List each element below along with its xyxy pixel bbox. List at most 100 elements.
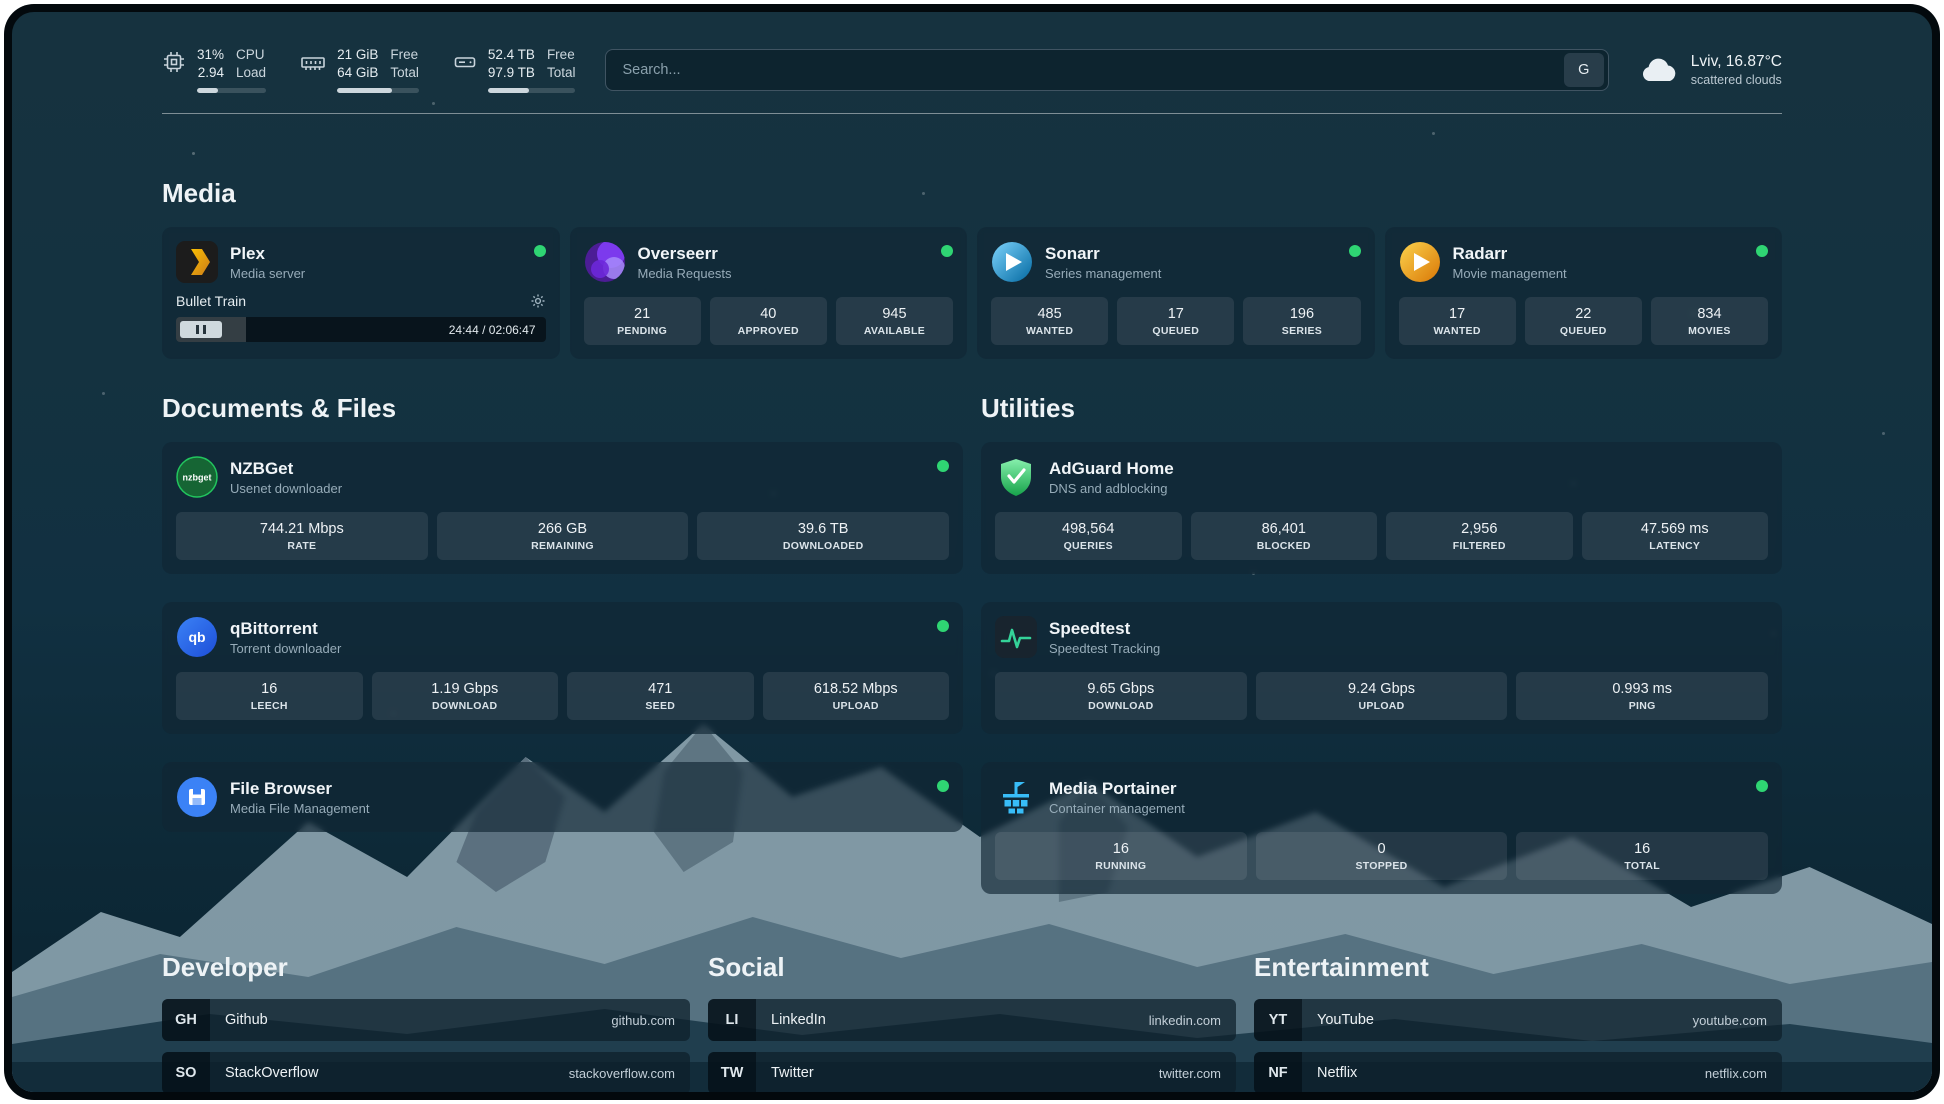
- memory-free-value: 21 GiB: [337, 47, 379, 62]
- service-subtitle: DNS and adblocking: [1049, 480, 1168, 496]
- service-name: qBittorrent: [230, 618, 318, 638]
- bookmark-stackoverflow[interactable]: SO StackOverflow stackoverflow.com: [162, 1052, 690, 1092]
- stat-leech: 16 LEECH: [176, 672, 363, 721]
- pause-button[interactable]: [180, 321, 222, 339]
- bookmark-github[interactable]: GH Github github.com: [162, 999, 690, 1042]
- weather-condition: scattered clouds: [1690, 72, 1782, 87]
- section-entertainment: Entertainment YT YouTube youtube.com NF …: [1254, 952, 1782, 1092]
- service-subtitle: Media server: [230, 265, 306, 281]
- stat-queries: 498,564 QUERIES: [995, 512, 1182, 561]
- service-card-filebrowser[interactable]: File Browser Media File Management: [162, 762, 963, 833]
- bookmark-url: youtube.com: [1692, 1012, 1767, 1028]
- service-card-plex[interactable]: Plex Media server Bullet Train: [162, 227, 560, 360]
- service-subtitle: Torrent downloader: [230, 640, 342, 656]
- playback-time: 24:44 / 02:06:47: [448, 322, 536, 337]
- dashboard-window: 31% 2.94 CPU Load: [4, 4, 1940, 1100]
- ram-icon: [300, 50, 326, 79]
- service-card-radarr[interactable]: Radarr Movie management 17 WANTED 2: [1384, 227, 1782, 360]
- search-bar: G: [605, 48, 1609, 91]
- weather-location: Lviv, 16.87°C: [1690, 52, 1782, 70]
- service-subtitle: Container management: [1049, 800, 1185, 816]
- cpu-load-value: 2.94: [197, 65, 225, 81]
- cpu-progress-track: [197, 88, 267, 94]
- search-engine-button[interactable]: G: [1563, 52, 1604, 87]
- stat-downloaded: 39.6 TB DOWNLOADED: [697, 512, 950, 561]
- service-subtitle: Media File Management: [230, 800, 370, 816]
- status-dot: [941, 245, 953, 258]
- disk-widget: 52.4 TB 97.9 TB Free Total: [453, 46, 576, 94]
- bookmark-url: linkedin.com: [1148, 1012, 1221, 1028]
- service-name: Overseerr: [637, 243, 718, 263]
- service-subtitle: Media Requests: [637, 265, 732, 281]
- service-subtitle: Series management: [1045, 265, 1162, 281]
- system-monitors: 31% 2.94 CPU Load: [162, 46, 576, 94]
- stat-movies: 834 MOVIES: [1650, 297, 1769, 346]
- service-name: Plex: [230, 243, 265, 263]
- stat-download: 9.65 Gbps DOWNLOAD: [995, 672, 1247, 721]
- disk-icon: [453, 50, 477, 79]
- status-dot: [1348, 245, 1361, 258]
- cpu-load-label: Load: [236, 65, 267, 81]
- search-input[interactable]: [606, 49, 1560, 90]
- section-utilities: Utilities: [981, 393, 1782, 895]
- stat-remaining: 266 GB REMAINING: [436, 512, 689, 561]
- plex-now-playing: Bullet Train: [176, 293, 546, 343]
- weather-widget: Lviv, 16.87°C scattered clouds: [1639, 53, 1782, 87]
- svg-text:qb: qb: [188, 629, 205, 645]
- svg-text:nzbget: nzbget: [183, 473, 212, 483]
- bookmark-netflix[interactable]: NF Netflix netflix.com: [1254, 1052, 1782, 1092]
- stat-approved: 40 APPROVED: [709, 297, 827, 346]
- status-dot: [937, 780, 949, 793]
- stat-blocked: 86,401 BLOCKED: [1190, 512, 1377, 561]
- service-card-speedtest[interactable]: Speedtest Speedtest Tracking 9.65 Gbps D…: [981, 602, 1782, 735]
- stat-available: 945 AVAILABLE: [835, 297, 954, 346]
- status-dot: [533, 245, 546, 258]
- bookmark-abbr: LI: [708, 999, 756, 1042]
- stat-upload: 618.52 Mbps UPLOAD: [762, 672, 949, 721]
- stat-stopped: 0 STOPPED: [1255, 832, 1508, 881]
- cloud-icon: [1639, 55, 1679, 85]
- service-card-portainer[interactable]: Media Portainer Container management 16 …: [981, 762, 1782, 895]
- bookmark-linkedin[interactable]: LI LinkedIn linkedin.com: [708, 999, 1236, 1042]
- bookmark-abbr: GH: [162, 999, 210, 1042]
- disk-free-value: 52.4 TB: [487, 47, 535, 62]
- stat-latency: 47.569 ms LATENCY: [1581, 512, 1768, 561]
- service-card-sonarr[interactable]: Sonarr Series management 485 WANTED: [977, 227, 1375, 360]
- stat-rate: 744.21 Mbps RATE: [176, 512, 428, 561]
- bookmark-youtube[interactable]: YT YouTube youtube.com: [1254, 999, 1782, 1042]
- service-subtitle: Movie management: [1452, 265, 1567, 281]
- memory-total-value: 64 GiB: [337, 65, 379, 81]
- stat-seed: 471 SEED: [567, 672, 754, 721]
- section-social: Social LI LinkedIn linkedin.com TW Twitt…: [708, 952, 1236, 1092]
- bookmark-twitter[interactable]: TW Twitter twitter.com: [708, 1052, 1236, 1092]
- service-card-overseerr[interactable]: Overseerr Media Requests 21 PENDING: [569, 227, 967, 360]
- cpu-widget: 31% 2.94 CPU Load: [162, 46, 267, 94]
- playback-bar[interactable]: 24:44 / 02:06:47: [176, 317, 546, 343]
- stat-wanted: 485 WANTED: [991, 297, 1109, 346]
- section-title-social: Social: [708, 952, 785, 983]
- section-title-utilities: Utilities: [981, 393, 1075, 424]
- service-subtitle: Speedtest Tracking: [1049, 640, 1161, 656]
- speedtest-pulse-icon: [995, 616, 1037, 659]
- stat-queued: 22 QUEUED: [1524, 297, 1642, 346]
- bookmark-url: stackoverflow.com: [568, 1065, 675, 1081]
- bookmark-url: github.com: [611, 1012, 675, 1028]
- service-card-qbittorrent[interactable]: qb qBittorrent Torrent downloader: [162, 602, 963, 735]
- service-name: Speedtest: [1049, 618, 1131, 638]
- section-title-media: Media: [162, 178, 236, 209]
- status-dot: [937, 620, 949, 633]
- sonarr-icon: [991, 241, 1033, 283]
- gear-icon[interactable]: [530, 293, 546, 309]
- service-card-nzbget[interactable]: nzbget NZBGet Usenet downloader: [162, 442, 963, 575]
- radarr-icon: [1399, 241, 1441, 283]
- service-name: NZBGet: [230, 458, 294, 478]
- filebrowser-icon: [176, 776, 218, 818]
- qbittorrent-icon: qb: [176, 616, 218, 658]
- stat-upload: 9.24 Gbps UPLOAD: [1255, 672, 1508, 721]
- bookmark-url: netflix.com: [1704, 1065, 1767, 1081]
- bookmark-abbr: TW: [708, 1052, 756, 1092]
- stat-queued: 17 QUEUED: [1117, 297, 1235, 346]
- section-documents: Documents & Files nzbget: [162, 393, 963, 894]
- service-card-adguard[interactable]: AdGuard Home DNS and adblocking 498,564 …: [981, 442, 1782, 575]
- service-name: Sonarr: [1045, 243, 1100, 263]
